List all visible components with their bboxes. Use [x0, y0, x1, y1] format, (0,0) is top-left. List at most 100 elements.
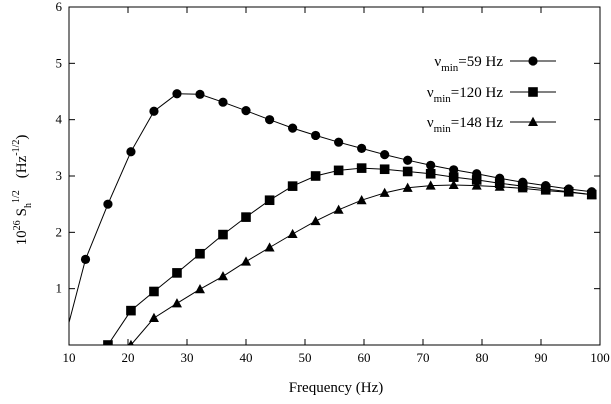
- data-point-square: [218, 229, 228, 240]
- y-label-sup: 1/2: [11, 190, 22, 203]
- data-point-square: [172, 268, 182, 278]
- data-point-circle: [126, 147, 136, 157]
- legend-marker-triangle: [528, 116, 538, 126]
- x-tick-label: 90: [535, 350, 548, 365]
- y-label-exp: 26: [12, 220, 23, 230]
- data-point-triangle: [379, 187, 390, 197]
- data-point-triangle: [494, 181, 505, 191]
- data-point-triangle: [448, 179, 459, 190]
- legend-label: νmin=59 Hz: [434, 54, 503, 74]
- data-point-triangle: [171, 298, 182, 308]
- data-point-circle: [218, 97, 228, 107]
- series-line: [130, 184, 592, 345]
- data-point-square: [149, 286, 159, 297]
- data-point-triangle: [287, 228, 298, 239]
- y-label-unit-exp: -1/2: [11, 140, 22, 156]
- data-point-triangle: [563, 187, 574, 197]
- x-axis: 10 20 30 40 50 60 70 80 90 100: [63, 7, 610, 365]
- data-point-triangle: [310, 215, 321, 226]
- data-point-square: [379, 164, 390, 175]
- series-layer: [69, 89, 597, 345]
- data-point-square: [126, 305, 136, 316]
- legend-label: νmin=120 Hz: [427, 85, 503, 105]
- data-point-square: [402, 166, 413, 177]
- legend-item: νmin=148 Hz: [427, 115, 556, 135]
- data-point-triangle: [402, 182, 413, 192]
- data-point-triangle: [471, 180, 482, 190]
- data-point-circle: [149, 106, 159, 116]
- data-point-square: [195, 248, 205, 259]
- data-point-circle: [103, 199, 113, 209]
- data-point-circle: [403, 155, 413, 165]
- y-tick-label: 2: [56, 224, 63, 239]
- data-point-triangle: [586, 189, 597, 199]
- y-label-sub: h: [23, 203, 34, 208]
- x-tick-label: 80: [476, 350, 489, 365]
- data-point-circle: [195, 89, 205, 99]
- data-point-circle: [288, 123, 298, 133]
- data-point-circle: [311, 130, 321, 141]
- legend-item: νmin=120 Hz: [427, 85, 556, 105]
- y-tick-label: 4: [56, 112, 63, 127]
- data-point-circle: [241, 106, 251, 116]
- x-tick-label: 20: [122, 350, 135, 365]
- y-axis-label: 1026 Sh1/2 (Hz-1/2): [11, 135, 34, 246]
- y-tick-label: 1: [56, 281, 63, 296]
- data-point-triangle: [241, 256, 251, 266]
- y-label-prefix: 10: [14, 230, 30, 245]
- data-point-square: [471, 175, 482, 185]
- x-tick-label: 50: [299, 350, 312, 365]
- y-tick-label: 3: [56, 168, 63, 183]
- data-point-circle: [449, 165, 459, 175]
- data-point-square: [241, 212, 251, 222]
- x-tick-label: 70: [417, 350, 430, 365]
- data-point-square: [356, 163, 367, 173]
- series-line: [69, 93, 592, 323]
- data-point-triangle: [264, 242, 275, 252]
- x-tick-label: 40: [240, 350, 253, 365]
- y-label-unit-open: (Hz: [14, 155, 30, 178]
- data-point-triangle: [517, 183, 528, 193]
- data-point-square: [425, 168, 436, 179]
- series-line: [107, 167, 592, 345]
- data-point-triangle: [148, 312, 159, 322]
- data-point-triangle: [356, 195, 367, 205]
- plot-area: [68, 6, 601, 346]
- data-point-circle: [265, 115, 275, 125]
- series-triangle: [128, 179, 597, 345]
- data-point-circle: [426, 160, 436, 170]
- data-point-triangle: [425, 180, 436, 190]
- data-point-square: [287, 181, 298, 191]
- y-tick-label: 6: [56, 0, 63, 14]
- data-point-circle: [380, 149, 390, 160]
- x-tick-label: 10: [63, 350, 76, 365]
- data-point-triangle: [128, 339, 134, 345]
- x-tick-label: 30: [181, 350, 194, 365]
- y-label-s: S: [14, 208, 30, 216]
- data-point-circle: [334, 137, 344, 147]
- legend-item: νmin=59 Hz: [434, 54, 556, 74]
- data-point-square: [264, 195, 275, 206]
- x-axis-label: Frequency (Hz): [289, 380, 384, 396]
- data-point-circle: [172, 89, 182, 99]
- data-point-square: [310, 171, 321, 181]
- data-point-triangle: [194, 284, 205, 294]
- x-tick-label: 60: [358, 350, 371, 365]
- data-point-circle: [80, 254, 91, 264]
- y-tick-label: 5: [56, 55, 63, 70]
- series-circle: [69, 89, 597, 323]
- plot-frame: [68, 6, 601, 346]
- data-point-square: [448, 172, 459, 182]
- y-label-unit-close: ): [14, 135, 30, 140]
- data-point-triangle: [217, 271, 228, 281]
- x-tick-label: 100: [590, 350, 610, 365]
- y-axis: 1 2 3 4 5 6: [56, 0, 600, 296]
- legend: νmin=59 Hz νmin=120 Hz νmin=148 Hz: [427, 54, 556, 135]
- legend-marker-square: [528, 87, 538, 97]
- data-point-triangle: [540, 185, 551, 195]
- data-point-circle: [357, 143, 367, 153]
- data-point-square: [103, 340, 113, 345]
- legend-marker-circle: [528, 56, 538, 66]
- data-point-square: [333, 165, 344, 176]
